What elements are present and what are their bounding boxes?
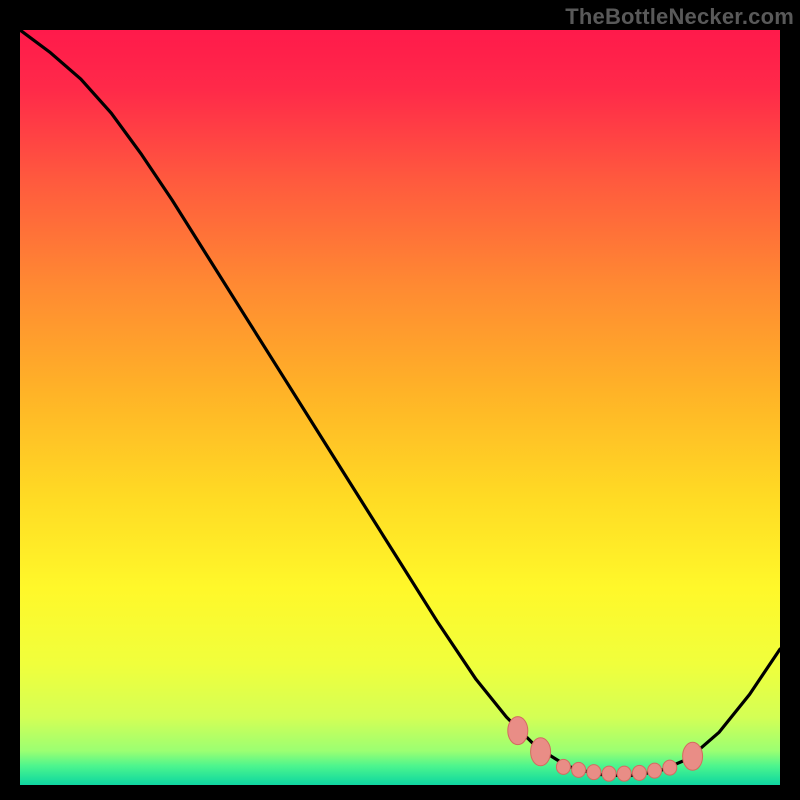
data-marker	[572, 762, 586, 777]
data-marker	[648, 763, 662, 778]
watermark-label: TheBottleNecker.com	[563, 0, 800, 32]
data-marker	[683, 742, 703, 770]
data-marker	[632, 765, 646, 780]
data-marker	[617, 766, 631, 781]
marker-group	[508, 717, 703, 782]
data-marker	[531, 738, 551, 766]
data-marker	[556, 759, 570, 774]
plot-area	[20, 30, 780, 785]
data-marker	[508, 717, 528, 745]
bottleneck-curve	[20, 30, 780, 776]
chart-container: TheBottleNecker.com	[0, 0, 800, 800]
data-marker	[587, 765, 601, 780]
data-marker	[602, 766, 616, 781]
data-marker	[663, 760, 677, 775]
curve-layer	[20, 30, 780, 785]
